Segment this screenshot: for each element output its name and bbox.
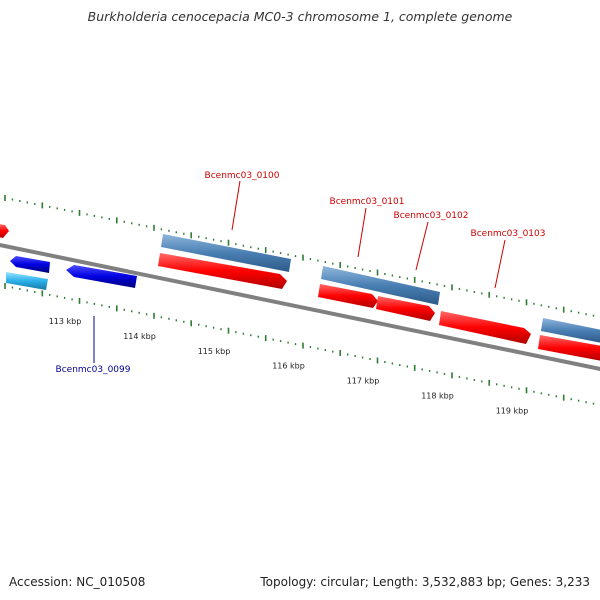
- cds-reverse-arrow-0099[interactable]: [66, 265, 137, 288]
- cds-forward-arrow-0102[interactable]: [376, 296, 435, 321]
- cds-forward-arrow-0103[interactable]: [439, 311, 531, 344]
- cds-forward-arrow-edge[interactable]: [0, 224, 9, 238]
- gene-bar-0101[interactable]: [321, 266, 440, 305]
- kbp-tick-label: 119 kbp: [496, 406, 529, 415]
- label-leader-0100: [231, 180, 241, 231]
- kbp-tick-label: 113 kbp: [49, 317, 82, 326]
- cds-reverse-arrow[interactable]: [10, 256, 50, 273]
- kbp-tick-label: 115 kbp: [198, 347, 231, 356]
- gene-bar-right[interactable]: [541, 318, 600, 343]
- cds-forward-arrow-0101[interactable]: [318, 284, 378, 308]
- label-leader-0103: [494, 239, 506, 289]
- gene-label-0103[interactable]: Bcenmc03_0103: [471, 229, 546, 239]
- kbp-tick-label: 114 kbp: [123, 332, 156, 341]
- label-leader-0102: [415, 221, 429, 271]
- kbp-tick-label: 117 kbp: [347, 377, 380, 386]
- gene-label-0102[interactable]: Bcenmc03_0102: [394, 211, 469, 221]
- cds-forward-arrow-right[interactable]: [538, 335, 600, 361]
- label-leader-0101: [357, 207, 367, 258]
- gene-bar-0100[interactable]: [161, 234, 291, 272]
- gene-label-0101[interactable]: Bcenmc03_0101: [330, 197, 405, 207]
- gene-label-0099[interactable]: Bcenmc03_0099: [56, 365, 131, 375]
- cds-forward-arrow-0100[interactable]: [158, 253, 287, 289]
- chromosome-backbone: [0, 242, 600, 372]
- accession-text: Accession: NC_010508: [9, 575, 146, 589]
- genome-summary-text: Topology: circular; Length: 3,532,883 bp…: [260, 575, 590, 589]
- kbp-tick-label: 118 kbp: [421, 392, 454, 401]
- map-title: Burkholderia cenocepacia MC0-3 chromosom…: [87, 9, 513, 24]
- gene-feature-left-cyan[interactable]: [6, 272, 48, 290]
- gene-label-0100[interactable]: Bcenmc03_0100: [205, 171, 280, 181]
- kbp-tick-label: 116 kbp: [272, 362, 305, 371]
